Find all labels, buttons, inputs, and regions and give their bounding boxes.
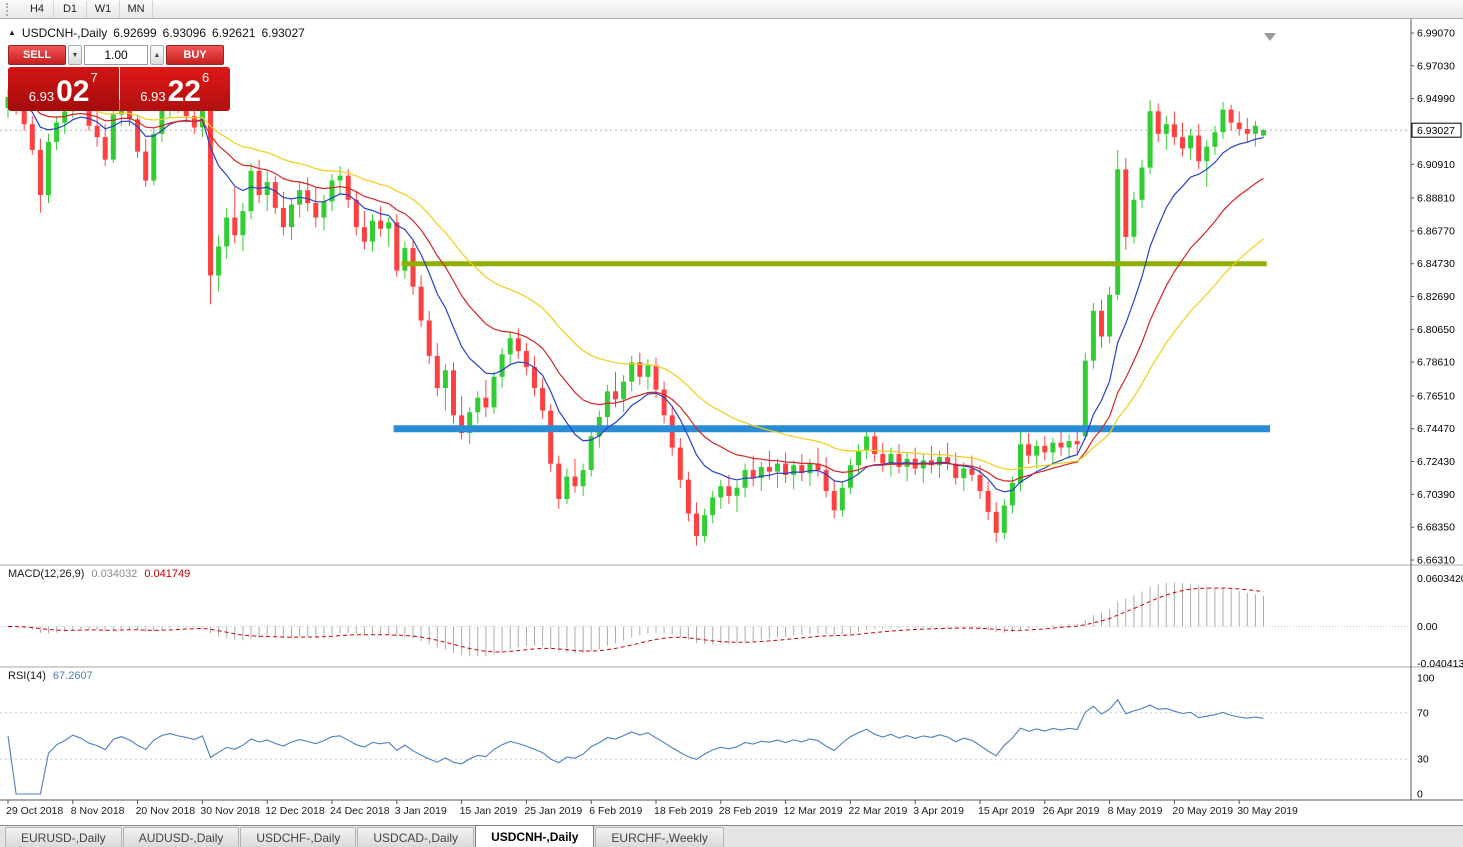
sell-price-point: 7 bbox=[90, 70, 98, 85]
sell-price-prefix: 6.93 bbox=[28, 88, 55, 104]
svg-text:6.74470: 6.74470 bbox=[1417, 423, 1455, 435]
svg-text:29 Oct 2018: 29 Oct 2018 bbox=[6, 805, 63, 817]
svg-text:26 Apr 2019: 26 Apr 2019 bbox=[1043, 805, 1100, 817]
svg-text:22 Mar 2019: 22 Mar 2019 bbox=[848, 805, 907, 817]
tab-eurusd-daily[interactable]: EURUSD-,Daily bbox=[5, 827, 122, 847]
volume-decrease-button[interactable]: ▼ bbox=[68, 45, 82, 65]
price-panel[interactable] bbox=[0, 33, 1411, 546]
macd-main-value: 0.034032 bbox=[91, 568, 138, 580]
svg-text:30 Nov 2018: 30 Nov 2018 bbox=[200, 805, 260, 817]
svg-text:6.90910: 6.90910 bbox=[1417, 159, 1455, 171]
rsi-value: 67.2607 bbox=[52, 670, 93, 682]
toolbar-grip[interactable] bbox=[6, 2, 12, 16]
rsi-panel[interactable] bbox=[0, 698, 1411, 795]
buy-price-point: 6 bbox=[201, 70, 210, 85]
svg-text:3 Jan 2019: 3 Jan 2019 bbox=[395, 805, 447, 817]
svg-text:12 Dec 2018: 12 Dec 2018 bbox=[265, 805, 325, 817]
svg-text:6.99070: 6.99070 bbox=[1417, 28, 1455, 40]
date-axis[interactable]: 29 Oct 2018 8 Nov 2018 20 Nov 2018 30 Nov 2… bbox=[6, 800, 1298, 817]
macd-name: MACD(12,26,9) bbox=[8, 568, 85, 580]
volume-increase-button[interactable]: ▲ bbox=[150, 45, 164, 65]
svg-text:6.66310: 6.66310 bbox=[1417, 555, 1455, 567]
macd-panel[interactable] bbox=[0, 582, 1411, 657]
svg-text:24 Dec 2018: 24 Dec 2018 bbox=[330, 805, 390, 817]
svg-text:6.82690: 6.82690 bbox=[1417, 291, 1455, 303]
timeframe-button-w1[interactable]: W1 bbox=[87, 0, 120, 18]
timeframe-toolbar: H4 D1 W1 MN bbox=[0, 0, 1463, 19]
svg-text:6.93027: 6.93027 bbox=[1417, 125, 1455, 137]
ohlc-low-value: 6.92621 bbox=[212, 26, 256, 40]
chart-canvas[interactable]: 6.99070 6.97030 6.94990 6.90910 6.88810 6.867… bbox=[0, 19, 1463, 825]
svg-text:6.97030: 6.97030 bbox=[1417, 60, 1455, 72]
svg-text:20 May 2019: 20 May 2019 bbox=[1172, 805, 1233, 817]
svg-text:15 Apr 2019: 15 Apr 2019 bbox=[978, 805, 1035, 817]
svg-text:6.86770: 6.86770 bbox=[1417, 225, 1455, 237]
tab-usdchf-daily[interactable]: USDCHF-,Daily bbox=[240, 827, 357, 847]
chart-symbol-label: USDCNH-,Daily bbox=[21, 26, 108, 40]
svg-text:8 Nov 2018: 8 Nov 2018 bbox=[71, 805, 125, 817]
tab-usdcad-daily[interactable]: USDCAD-,Daily bbox=[357, 827, 475, 847]
buy-price-prefix: 6.93 bbox=[140, 88, 166, 104]
svg-text:6.88810: 6.88810 bbox=[1417, 193, 1455, 205]
price-axis[interactable]: 6.99070 6.97030 6.94990 6.90910 6.88810 6.867… bbox=[1411, 28, 1463, 801]
svg-text:25 Jan 2019: 25 Jan 2019 bbox=[524, 805, 582, 817]
svg-text:6.68350: 6.68350 bbox=[1417, 522, 1455, 534]
svg-text:12 Mar 2019: 12 Mar 2019 bbox=[784, 805, 843, 817]
svg-text:0.0603420: 0.0603420 bbox=[1417, 573, 1463, 585]
timeframe-button-h4[interactable]: H4 bbox=[21, 0, 54, 18]
svg-text:100: 100 bbox=[1417, 673, 1435, 685]
buy-price-pips: 22 bbox=[167, 74, 201, 108]
svg-text:6.94990: 6.94990 bbox=[1417, 93, 1455, 105]
rsi-indicator-label: RSI(14) 67.2607 bbox=[8, 670, 93, 682]
svg-text:6.80650: 6.80650 bbox=[1417, 324, 1455, 336]
current-price-box: 6.93027 bbox=[1411, 122, 1462, 138]
tab-eurchf-weekly[interactable]: EURCHF-,Weekly bbox=[595, 827, 724, 847]
buy-price-display[interactable]: 6.93 22 6 bbox=[119, 67, 230, 111]
ohlc-high-value: 6.93096 bbox=[162, 26, 207, 40]
chart-shift-marker[interactable] bbox=[1264, 33, 1276, 41]
svg-text:70: 70 bbox=[1417, 707, 1429, 719]
sell-price-display[interactable]: 6.93 02 7 bbox=[8, 67, 119, 111]
svg-text:6.70390: 6.70390 bbox=[1417, 489, 1455, 501]
svg-text:28 Feb 2019: 28 Feb 2019 bbox=[719, 805, 778, 817]
volume-input[interactable] bbox=[84, 45, 148, 65]
timeframe-button-d1[interactable]: D1 bbox=[54, 0, 87, 18]
svg-text:6.84730: 6.84730 bbox=[1417, 258, 1455, 270]
ohlc-open-value: 6.92699 bbox=[113, 26, 157, 40]
svg-text:0: 0 bbox=[1417, 789, 1423, 801]
svg-text:-0.0404130: -0.0404130 bbox=[1417, 658, 1463, 670]
svg-text:30: 30 bbox=[1417, 754, 1429, 766]
macd-signal-value: 0.041749 bbox=[144, 568, 191, 580]
svg-text:18 Feb 2019: 18 Feb 2019 bbox=[654, 805, 713, 817]
chart-svg[interactable]: 6.99070 6.97030 6.94990 6.90910 6.88810 6.867… bbox=[0, 19, 1463, 825]
chart-window: 6.99070 6.97030 6.94990 6.90910 6.88810 6.867… bbox=[0, 19, 1463, 826]
svg-text:3 Apr 2019: 3 Apr 2019 bbox=[913, 805, 964, 817]
tab-usdcnh-daily[interactable]: USDCNH-,Daily bbox=[475, 825, 595, 847]
one-click-panel-toggle-icon[interactable]: ▲ bbox=[8, 28, 16, 37]
svg-text:6.78610: 6.78610 bbox=[1417, 357, 1455, 369]
rsi-name: RSI(14) bbox=[8, 670, 46, 682]
chart-tab-bar: EURUSD-,Daily AUDUSD-,Daily USDCHF-,Dail… bbox=[0, 825, 1463, 847]
ohlc-close-value: 6.93027 bbox=[261, 26, 305, 40]
svg-text:30 May 2019: 30 May 2019 bbox=[1237, 805, 1298, 817]
buy-button[interactable]: BUY bbox=[166, 45, 224, 65]
macd-indicator-label: MACD(12,26,9) 0.034032 0.041749 bbox=[8, 568, 190, 580]
timeframe-button-mn[interactable]: MN bbox=[120, 0, 153, 18]
svg-text:8 May 2019: 8 May 2019 bbox=[1108, 805, 1163, 817]
tab-audusd-daily[interactable]: AUDUSD-,Daily bbox=[122, 827, 240, 847]
sell-price-pips: 02 bbox=[56, 74, 90, 108]
svg-text:6.76510: 6.76510 bbox=[1417, 390, 1455, 402]
chart-title: ▲ USDCNH-,Daily 6.92699 6.93096 6.92621 … bbox=[8, 26, 305, 40]
sell-button[interactable]: SELL bbox=[8, 45, 66, 65]
svg-text:0.00: 0.00 bbox=[1417, 621, 1438, 633]
svg-text:6 Feb 2019: 6 Feb 2019 bbox=[589, 805, 642, 817]
svg-text:6.72430: 6.72430 bbox=[1417, 456, 1455, 468]
svg-text:20 Nov 2018: 20 Nov 2018 bbox=[136, 805, 196, 817]
svg-text:15 Jan 2019: 15 Jan 2019 bbox=[460, 805, 518, 817]
